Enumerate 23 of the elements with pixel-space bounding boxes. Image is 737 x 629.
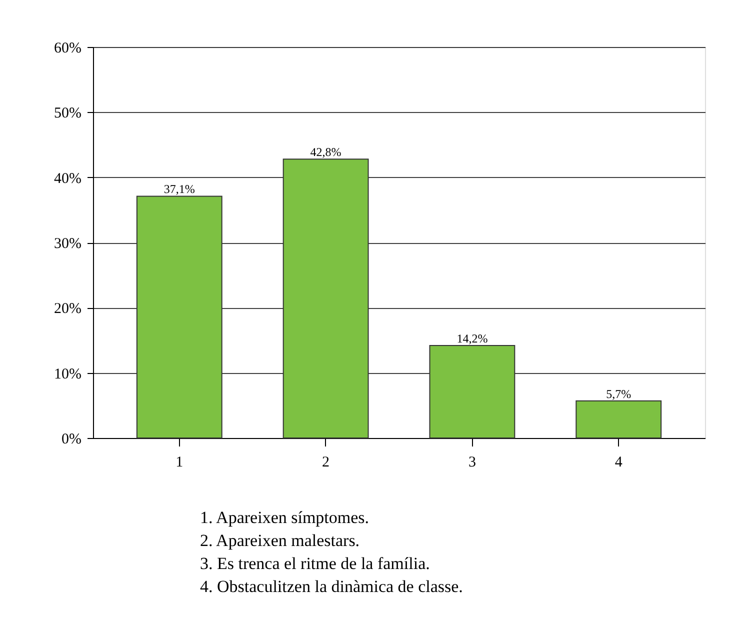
bar: [429, 344, 516, 438]
x-tick-label: 4: [614, 454, 623, 470]
data-label: 5,7%: [606, 386, 632, 401]
x-tick-label: 2: [322, 454, 330, 470]
text: 1. Apareixen símptomes.: [200, 508, 370, 527]
x-tick-label: 3: [468, 454, 476, 470]
text: 3. Es trenca el ritme de la família.: [200, 554, 430, 573]
bar: [282, 158, 369, 438]
bar: [576, 400, 662, 438]
y-tick-label: 20%: [54, 301, 82, 318]
text: 4. Obstaculitzen la dinàmica de classe.: [200, 577, 463, 596]
y-tick-label: 60%: [54, 40, 82, 56]
bar: [136, 196, 222, 438]
y-tick-label: 30%: [54, 236, 82, 252]
y-tick-label: 40%: [54, 170, 82, 187]
x-tick-label: 1: [176, 454, 184, 470]
y-tick-label: 50%: [54, 106, 82, 122]
y-tick-label: 0%: [62, 432, 82, 448]
data-label: 42,8%: [310, 145, 342, 160]
text: 2. Apareixen malestars.: [200, 531, 360, 550]
y-tick-label: 10%: [54, 366, 82, 382]
data-label: 14,2%: [456, 331, 488, 346]
data-label: 37,1%: [164, 182, 195, 196]
